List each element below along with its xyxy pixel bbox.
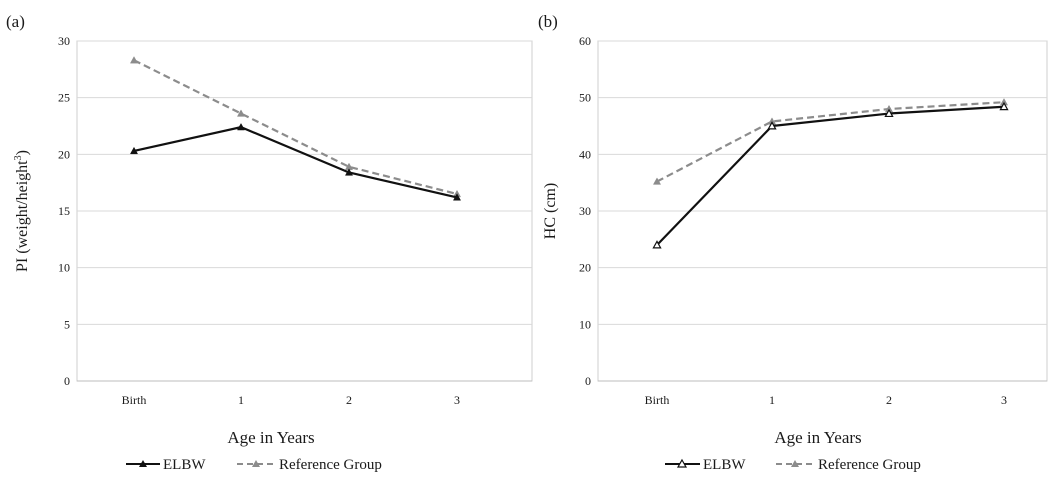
panel-b-y-axis-title: HC (cm) bbox=[542, 183, 559, 239]
panel-b-legend-ref-label: Reference Group bbox=[818, 457, 921, 473]
series-line-elbw bbox=[656, 105, 1005, 246]
panel-b-label: (b) bbox=[538, 12, 558, 31]
x-tick-label: 3 bbox=[1001, 393, 1007, 407]
panel-b-y-ticks: 0 10 20 30 40 50 60 bbox=[579, 34, 591, 388]
data-point-elbw bbox=[236, 123, 246, 131]
panel-b-legend: ELBW Reference Group bbox=[665, 457, 921, 473]
panel-b-gridlines bbox=[598, 40, 1047, 382]
x-tick-label: 3 bbox=[454, 393, 460, 407]
x-tick-label: Birth bbox=[645, 393, 670, 407]
data-point-elbw bbox=[129, 146, 139, 155]
data-point-reference-group bbox=[129, 56, 139, 64]
series-line-reference-group bbox=[133, 59, 458, 196]
y-tick-label: 30 bbox=[579, 204, 591, 218]
panel-a-legend-elbw-marker bbox=[139, 460, 147, 467]
y-tick-label: 50 bbox=[579, 91, 591, 105]
panel-b-legend-elbw-marker bbox=[676, 458, 688, 468]
panel-a-x-ticks: Birth 1 2 3 bbox=[122, 393, 460, 407]
panel-b-x-axis-title: Age in Years bbox=[774, 428, 861, 447]
panel-a-label: (a) bbox=[6, 12, 25, 31]
y-tick-label: 5 bbox=[64, 317, 70, 331]
y-tick-label: 20 bbox=[58, 147, 70, 161]
data-point-elbw bbox=[884, 108, 894, 118]
y-tick-label: 25 bbox=[58, 91, 70, 105]
data-point-elbw bbox=[999, 101, 1009, 111]
panel-a-series bbox=[129, 56, 462, 201]
x-tick-label: 2 bbox=[346, 393, 352, 407]
panel-b-legend-elbw-label: ELBW bbox=[703, 457, 746, 473]
panel-a-gridlines bbox=[77, 40, 532, 382]
y-tick-label: 60 bbox=[579, 34, 591, 48]
panel-b-legend-ref-marker bbox=[791, 460, 799, 467]
series-line-elbw bbox=[133, 126, 458, 199]
y-tick-label: 0 bbox=[64, 374, 70, 388]
series-line-reference-group bbox=[656, 101, 1005, 183]
y-tick-label: 0 bbox=[585, 374, 591, 388]
data-point-elbw bbox=[452, 193, 462, 201]
panel-a-y-ticks: 0 5 10 15 20 25 30 bbox=[58, 34, 70, 388]
y-tick-label: 40 bbox=[579, 147, 591, 161]
panel-a-x-axis-title: Age in Years bbox=[227, 428, 314, 447]
panel-a-y-axis-superscript: 3 bbox=[13, 155, 24, 160]
panel-a: (a) 0 5 10 15 20 25 30 Birth 1 2 3 PI (weight/hei… bbox=[6, 12, 533, 473]
x-tick-label: 1 bbox=[238, 393, 244, 407]
y-tick-label: 20 bbox=[579, 261, 591, 275]
x-tick-label: Birth bbox=[122, 393, 147, 407]
panel-b-series bbox=[652, 98, 1009, 249]
y-tick-label: 15 bbox=[58, 204, 70, 218]
x-tick-label: 2 bbox=[886, 393, 892, 407]
panel-b-x-ticks: Birth 1 2 3 bbox=[645, 393, 1007, 407]
panel-a-legend-ref-marker bbox=[252, 460, 260, 467]
panel-a-legend-ref-label: Reference Group bbox=[279, 457, 382, 473]
data-point-reference-group bbox=[236, 109, 246, 117]
y-tick-label: 10 bbox=[579, 317, 591, 331]
panel-a-legend-elbw-label: ELBW bbox=[163, 457, 206, 473]
data-point-elbw bbox=[344, 168, 354, 176]
panel-b: (b) 0 10 20 30 40 50 60 Birth 1 2 3 HC (cm) Age i… bbox=[538, 12, 1048, 473]
panel-a-legend: ELBW Reference Group bbox=[126, 457, 382, 473]
y-tick-label: 30 bbox=[58, 34, 70, 48]
panel-a-y-axis-title: PI (weight/height3) bbox=[13, 150, 31, 272]
data-point-reference-group bbox=[652, 177, 662, 185]
data-point-elbw bbox=[767, 121, 777, 130]
data-point-elbw bbox=[652, 240, 662, 249]
x-tick-label: 1 bbox=[769, 393, 775, 407]
y-tick-label: 10 bbox=[58, 261, 70, 275]
